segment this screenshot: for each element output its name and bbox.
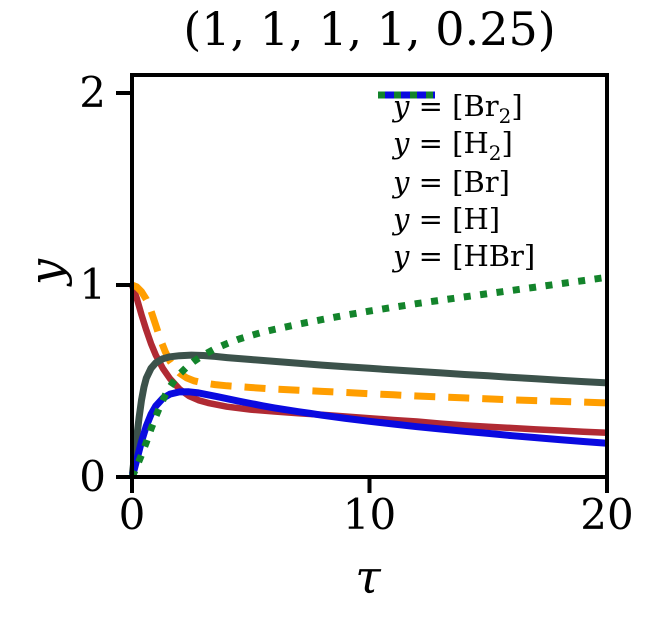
y-tick-label-2: 2 <box>79 68 106 117</box>
curve-br2 <box>129 283 608 437</box>
x-tick-label-0: 0 <box>118 490 146 539</box>
curve-h <box>129 388 608 478</box>
curve-hbr <box>129 273 608 479</box>
axis-ticks <box>116 91 609 493</box>
curve-br <box>129 351 608 478</box>
legend-item-h: y = [H] <box>378 91 535 238</box>
y-tick-label-1: 1 <box>79 260 106 309</box>
legend: y = [Br2] y = [H2] y = [Br] y = [H] y = [HBr… <box>378 90 535 275</box>
legend-label-br: y = [Br] <box>393 165 510 199</box>
plot-curves <box>129 273 608 479</box>
legend-item-hbr: y = [HBr] <box>378 91 536 275</box>
curve-h2 <box>130 281 608 407</box>
x-tick-label-10: 10 <box>342 490 397 539</box>
legend-label-hbr: y = [HBr] <box>393 239 536 273</box>
x-tick-label-20: 20 <box>580 490 634 539</box>
legend-label-h2: y = [H2] <box>393 125 513 165</box>
y-tick-label-0: 0 <box>79 452 106 501</box>
chart-title: (1, 1, 1, 1, 0.25) <box>183 2 556 56</box>
legend-line-sample-h <box>378 91 435 99</box>
legend-item-br: y = [Br] <box>378 91 535 201</box>
legend-line-sample-hbr <box>378 91 435 99</box>
legend-item-h2: y = [H2] <box>378 91 535 165</box>
x-axis-label: τ <box>355 550 381 604</box>
legend-label-h: y = [H] <box>393 202 501 236</box>
